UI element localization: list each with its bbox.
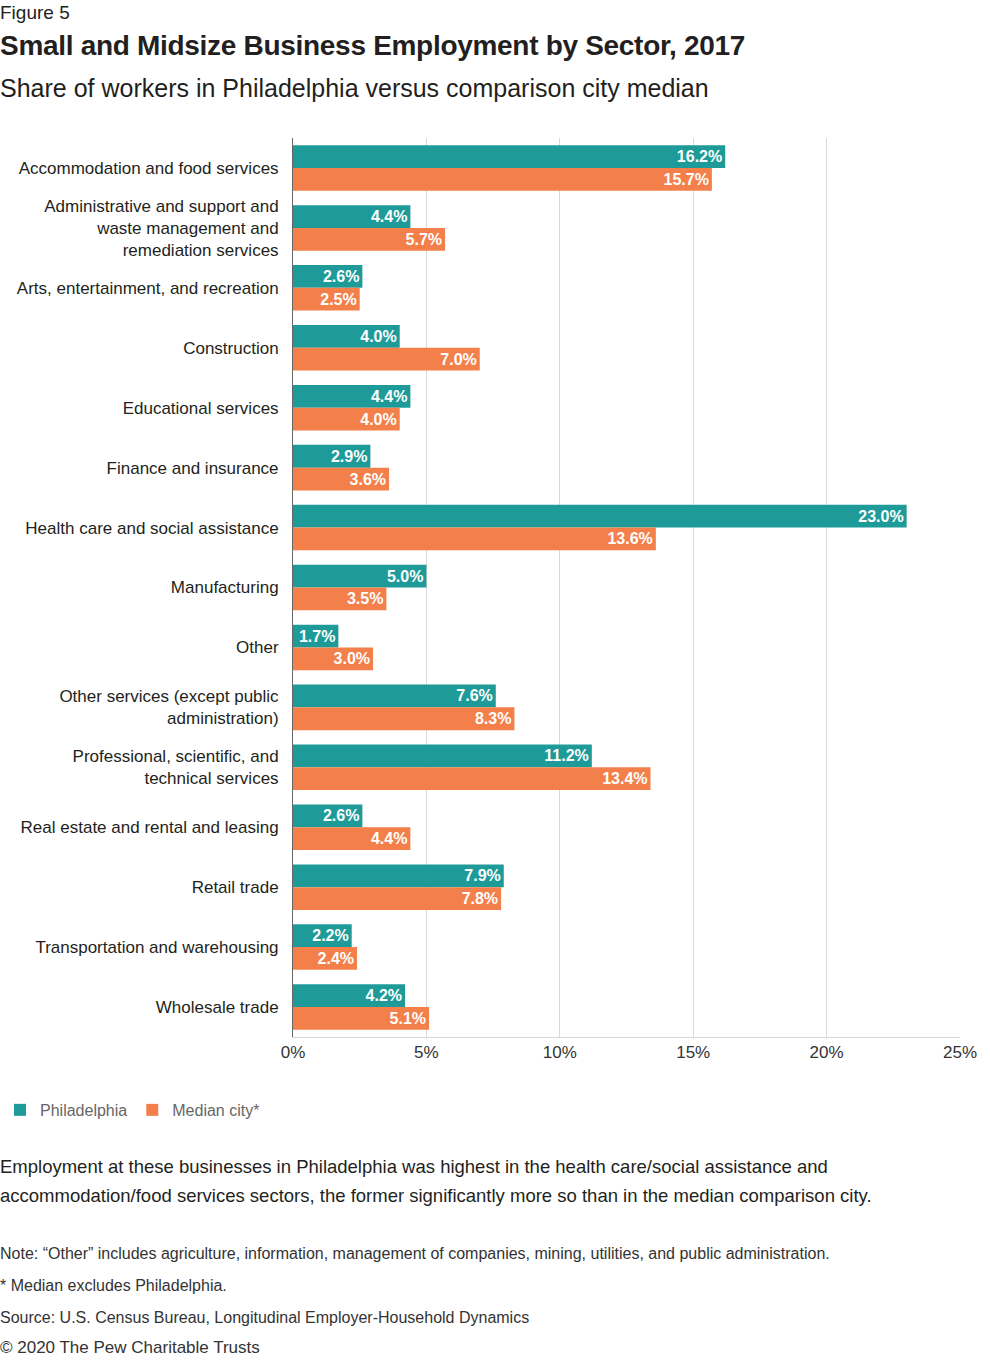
svg-text:Professional, scientific, andt: Professional, scientific, andtechnical s… [73, 747, 279, 788]
svg-text:13.6%: 13.6% [607, 530, 652, 547]
svg-text:23.0%: 23.0% [858, 508, 903, 525]
html-text:Note: “Other” includes agricul: Note: “Other” includes agriculture, info… [0, 1245, 830, 1262]
svg-text:4.4%: 4.4% [371, 208, 407, 225]
svg-text:4.2%: 4.2% [366, 987, 402, 1004]
svg-text:Retail trade: Retail trade [192, 878, 279, 897]
svg-text:Accommodation and food service: Accommodation and food services [19, 159, 279, 178]
svg-text:15%: 15% [676, 1043, 710, 1062]
svg-text:4.4%: 4.4% [371, 830, 407, 847]
svg-text:3.6%: 3.6% [350, 471, 386, 488]
svg-text:2.9%: 2.9% [331, 448, 367, 465]
html-text:Small and Midsize Business Emp: Small and Midsize Business Employment by… [0, 30, 745, 61]
svg-text:4.4%: 4.4% [371, 388, 407, 405]
svg-text:2.5%: 2.5% [320, 291, 356, 308]
svg-text:3.5%: 3.5% [347, 590, 383, 607]
svg-text:1.7%: 1.7% [299, 628, 335, 645]
html-text:Source: U.S. Census Bureau, Lo: Source: U.S. Census Bureau, Longitudinal… [0, 1309, 530, 1326]
svg-text:10%: 10% [543, 1043, 577, 1062]
html-text:© 2020 The Pew Charitable Trus: © 2020 The Pew Charitable Trusts [0, 1338, 260, 1357]
svg-text:Other: Other [236, 638, 279, 657]
svg-text:7.6%: 7.6% [456, 687, 492, 704]
svg-text:Transportation and warehousing: Transportation and warehousing [35, 938, 278, 957]
svg-text:2.4%: 2.4% [318, 950, 354, 967]
html-text:* Median excludes Philadelphia: * Median excludes Philadelphia. [0, 1277, 227, 1294]
svg-text:Philadelphia: Philadelphia [40, 1102, 127, 1119]
svg-text:2.6%: 2.6% [323, 807, 359, 824]
svg-text:Other services (except publica: Other services (except publicadministrat… [59, 687, 279, 728]
svg-text:Median city*: Median city* [172, 1102, 259, 1119]
svg-text:Educational services: Educational services [123, 399, 279, 418]
svg-text:3.0%: 3.0% [334, 650, 370, 667]
svg-text:7.9%: 7.9% [464, 867, 500, 884]
html-text:Employment at these businesses: Employment at these businesses in Philad… [0, 1156, 872, 1206]
svg-text:7.8%: 7.8% [462, 890, 498, 907]
svg-text:4.0%: 4.0% [360, 411, 396, 428]
svg-text:15.7%: 15.7% [664, 171, 709, 188]
svg-text:Real estate and rental and lea: Real estate and rental and leasing [21, 818, 279, 837]
svg-text:20%: 20% [810, 1043, 844, 1062]
svg-text:Health care and social assista: Health care and social assistance [25, 519, 278, 538]
svg-text:5.1%: 5.1% [390, 1010, 426, 1027]
svg-text:Finance and insurance: Finance and insurance [107, 459, 279, 478]
svg-text:5.0%: 5.0% [387, 568, 423, 585]
svg-text:25%: 25% [943, 1043, 977, 1062]
svg-text:Construction: Construction [183, 339, 278, 358]
svg-text:8.3%: 8.3% [475, 710, 511, 727]
svg-text:16.2%: 16.2% [677, 148, 722, 165]
svg-text:5%: 5% [414, 1043, 439, 1062]
html-text:Share of workers in Philadelph: Share of workers in Philadelphia versus … [0, 74, 709, 102]
svg-text:2.6%: 2.6% [323, 268, 359, 285]
svg-text:11.2%: 11.2% [544, 747, 588, 764]
svg-text:Wholesale trade: Wholesale trade [156, 998, 279, 1017]
svg-text:7.0%: 7.0% [440, 351, 476, 368]
svg-text:Manufacturing: Manufacturing [171, 578, 279, 597]
svg-text:Administrative and support and: Administrative and support andwaste mana… [44, 197, 278, 260]
svg-text:2.2%: 2.2% [312, 927, 348, 944]
svg-text:5.7%: 5.7% [406, 231, 442, 248]
svg-text:4.0%: 4.0% [360, 328, 396, 345]
svg-text:Arts, entertainment, and recre: Arts, entertainment, and recreation [17, 279, 279, 298]
svg-text:13.4%: 13.4% [602, 770, 647, 787]
html-text:Figure 5: Figure 5 [0, 2, 70, 23]
svg-text:0%: 0% [281, 1043, 306, 1062]
